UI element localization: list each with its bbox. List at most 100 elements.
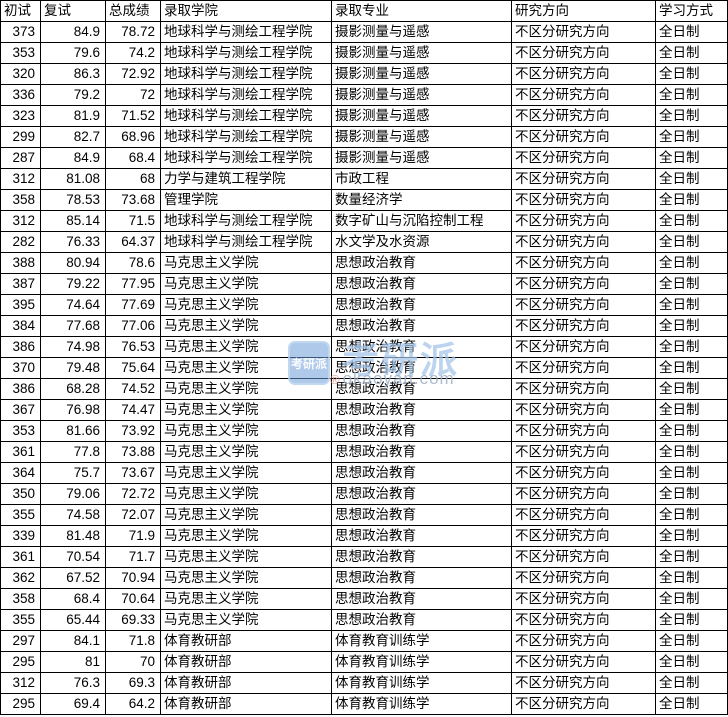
table-cell: 77.69 bbox=[105, 294, 161, 316]
table-row: 384 77.68 77.06 马克思主义学院 思想政治教育 不区分研究方向 全日制 bbox=[0, 315, 728, 337]
table-cell: 不区分研究方向 bbox=[511, 672, 656, 694]
table-cell: 不区分研究方向 bbox=[511, 630, 656, 652]
table-row: 386 74.98 76.53 马克思主义学院 思想政治教育 不区分研究方向 全日制 bbox=[0, 336, 728, 358]
table-cell: 71.52 bbox=[105, 105, 161, 127]
column-header-2: 总成绩 bbox=[105, 0, 161, 22]
table-cell: 73.68 bbox=[105, 189, 161, 211]
table-cell: 74.64 bbox=[40, 294, 106, 316]
table-cell: 373 bbox=[0, 21, 41, 43]
table-cell: 不区分研究方向 bbox=[511, 504, 656, 526]
table-cell: 全日制 bbox=[655, 441, 728, 463]
table-cell: 81.9 bbox=[40, 105, 106, 127]
table-row: 299 82.7 68.96 地球科学与测绘工程学院 摄影测量与遥感 不区分研究方向 全日制 bbox=[0, 126, 728, 148]
table-cell: 体育教育训练学 bbox=[331, 693, 512, 715]
table-cell: 全日制 bbox=[655, 42, 728, 64]
table-cell: 体育教育训练学 bbox=[331, 630, 512, 652]
table-cell: 摄影测量与遥感 bbox=[331, 84, 512, 106]
table-cell: 84.9 bbox=[40, 147, 106, 169]
column-header-6: 学习方式 bbox=[655, 0, 728, 22]
table-cell: 76.53 bbox=[105, 336, 161, 358]
table-cell: 思想政治教育 bbox=[331, 483, 512, 505]
table-cell: 摄影测量与遥感 bbox=[331, 21, 512, 43]
table-row: 320 86.3 72.92 地球科学与测绘工程学院 摄影测量与遥感 不区分研究方向 全日制 bbox=[0, 63, 728, 85]
table-cell: 全日制 bbox=[655, 252, 728, 274]
table-cell: 全日制 bbox=[655, 399, 728, 421]
table-cell: 76.3 bbox=[40, 672, 106, 694]
table-cell: 马克思主义学院 bbox=[160, 504, 332, 526]
table-header: 初试 复试 总成绩 录取学院 录取专业 研究方向 学习方式 bbox=[0, 0, 728, 22]
table-cell: 68.4 bbox=[40, 588, 106, 610]
table-cell: 339 bbox=[0, 525, 41, 547]
table-cell: 79.48 bbox=[40, 357, 106, 379]
table-row: 312 81.08 68 力学与建筑工程学院 市政工程 不区分研究方向 全日制 bbox=[0, 168, 728, 190]
table-cell: 马克思主义学院 bbox=[160, 378, 332, 400]
table-cell: 不区分研究方向 bbox=[511, 294, 656, 316]
column-header-5: 研究方向 bbox=[511, 0, 656, 22]
table-cell: 不区分研究方向 bbox=[511, 609, 656, 631]
table-cell: 323 bbox=[0, 105, 41, 127]
table-cell: 全日制 bbox=[655, 168, 728, 190]
table-cell: 299 bbox=[0, 126, 41, 148]
table-cell: 思想政治教育 bbox=[331, 588, 512, 610]
table-row: 297 84.1 71.8 体育教研部 体育教育训练学 不区分研究方向 全日制 bbox=[0, 630, 728, 652]
table-row: 355 74.58 72.07 马克思主义学院 思想政治教育 不区分研究方向 全日制 bbox=[0, 504, 728, 526]
table-cell: 体育教育训练学 bbox=[331, 672, 512, 694]
table-cell: 320 bbox=[0, 63, 41, 85]
table-cell: 386 bbox=[0, 378, 41, 400]
table-cell: 水文学及水资源 bbox=[331, 231, 512, 253]
table-cell: 马克思主义学院 bbox=[160, 420, 332, 442]
table-row: 364 75.7 73.67 马克思主义学院 思想政治教育 不区分研究方向 全日制 bbox=[0, 462, 728, 484]
table-cell: 71.8 bbox=[105, 630, 161, 652]
table-cell: 76.98 bbox=[40, 399, 106, 421]
table-cell: 355 bbox=[0, 609, 41, 631]
table-cell: 不区分研究方向 bbox=[511, 525, 656, 547]
table-cell: 马克思主义学院 bbox=[160, 567, 332, 589]
table-cell: 地球科学与测绘工程学院 bbox=[160, 105, 332, 127]
table-cell: 马克思主义学院 bbox=[160, 546, 332, 568]
table-cell: 地球科学与测绘工程学院 bbox=[160, 231, 332, 253]
table-row: 386 68.28 74.52 马克思主义学院 思想政治教育 不区分研究方向 全日制 bbox=[0, 378, 728, 400]
table-cell: 不区分研究方向 bbox=[511, 546, 656, 568]
table-cell: 367 bbox=[0, 399, 41, 421]
table-cell: 思想政治教育 bbox=[331, 525, 512, 547]
table-cell: 384 bbox=[0, 315, 41, 337]
column-header-4: 录取专业 bbox=[331, 0, 512, 22]
table-cell: 不区分研究方向 bbox=[511, 567, 656, 589]
table-row: 370 79.48 75.64 马克思主义学院 思想政治教育 不区分研究方向 全日制 bbox=[0, 357, 728, 379]
table-row: 373 84.9 78.72 地球科学与测绘工程学院 摄影测量与遥感 不区分研究方向 全日制 bbox=[0, 21, 728, 43]
table-cell: 71.5 bbox=[105, 210, 161, 232]
table-cell: 马克思主义学院 bbox=[160, 252, 332, 274]
table-row: 336 79.2 72 地球科学与测绘工程学院 摄影测量与遥感 不区分研究方向 全日制 bbox=[0, 84, 728, 106]
table-cell: 体育教研部 bbox=[160, 651, 332, 673]
table-cell: 386 bbox=[0, 336, 41, 358]
table-cell: 不区分研究方向 bbox=[511, 252, 656, 274]
table-cell: 全日制 bbox=[655, 672, 728, 694]
table-cell: 73.92 bbox=[105, 420, 161, 442]
table-cell: 74.52 bbox=[105, 378, 161, 400]
table-cell: 思想政治教育 bbox=[331, 357, 512, 379]
table-cell: 马克思主义学院 bbox=[160, 525, 332, 547]
table-cell: 体育教研部 bbox=[160, 630, 332, 652]
table-cell: 77.68 bbox=[40, 315, 106, 337]
table-cell: 不区分研究方向 bbox=[511, 126, 656, 148]
table-cell: 马克思主义学院 bbox=[160, 315, 332, 337]
table-cell: 86.3 bbox=[40, 63, 106, 85]
table-cell: 72 bbox=[105, 84, 161, 106]
table-row: 287 84.9 68.4 地球科学与测绘工程学院 摄影测量与遥感 不区分研究方向 全日制 bbox=[0, 147, 728, 169]
table-cell: 79.06 bbox=[40, 483, 106, 505]
table-cell: 不区分研究方向 bbox=[511, 441, 656, 463]
table-cell: 数字矿山与沉陷控制工程 bbox=[331, 210, 512, 232]
table-row: 323 81.9 71.52 地球科学与测绘工程学院 摄影测量与遥感 不区分研究方向 全日制 bbox=[0, 105, 728, 127]
table-cell: 全日制 bbox=[655, 63, 728, 85]
table-cell: 摄影测量与遥感 bbox=[331, 63, 512, 85]
table-cell: 不区分研究方向 bbox=[511, 588, 656, 610]
table-cell: 不区分研究方向 bbox=[511, 336, 656, 358]
table-cell: 摄影测量与遥感 bbox=[331, 105, 512, 127]
table-row: 358 78.53 73.68 管理学院 数量经济学 不区分研究方向 全日制 bbox=[0, 189, 728, 211]
table-cell: 312 bbox=[0, 672, 41, 694]
table-cell: 马克思主义学院 bbox=[160, 441, 332, 463]
table-cell: 78.72 bbox=[105, 21, 161, 43]
table-cell: 72.92 bbox=[105, 63, 161, 85]
table-cell: 思想政治教育 bbox=[331, 441, 512, 463]
table-cell: 全日制 bbox=[655, 462, 728, 484]
